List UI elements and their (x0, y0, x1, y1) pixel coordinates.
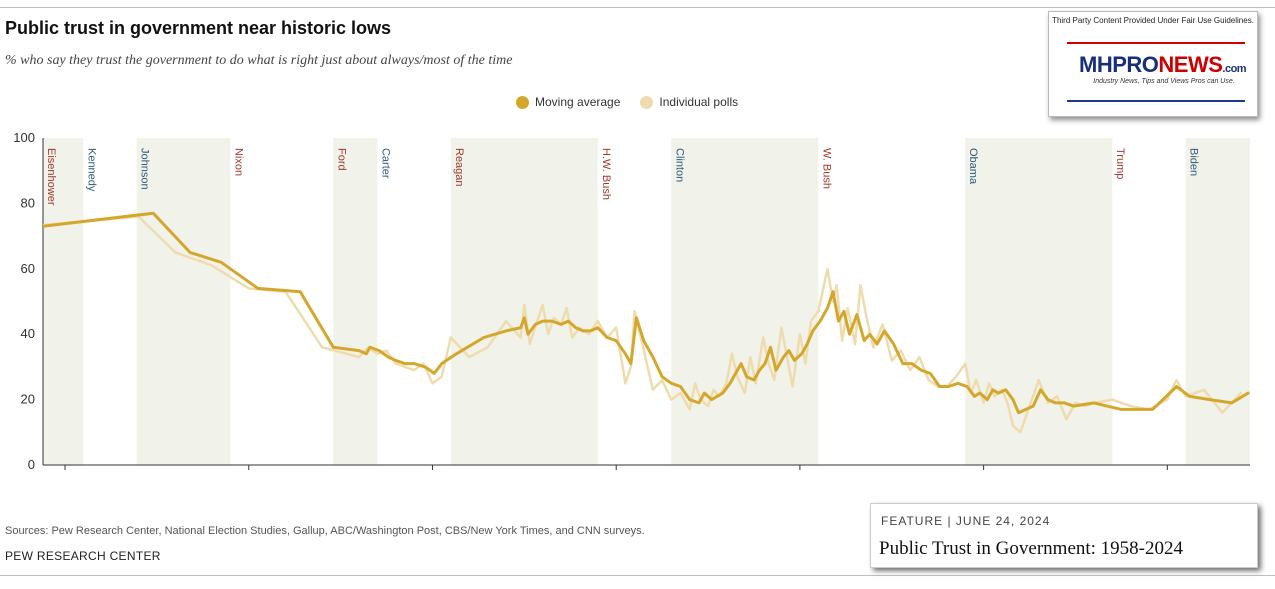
legend-label-individual-polls: Individual polls (659, 95, 739, 109)
feature-kicker: FEATURE | JUNE 24, 2024 (881, 514, 1051, 528)
term-shade-johnson (136, 138, 231, 465)
president-label-eisenhower: Eisenhower (45, 148, 57, 206)
logo-blue-bar (1067, 100, 1245, 102)
chart-title: Public trust in government near historic… (5, 18, 392, 38)
y-tick-label: 0 (28, 457, 35, 470)
line-chart: Eisenhower Kennedy Johnson Nixon Ford Carter R… (13, 130, 1250, 470)
president-label-biden: Biden (1188, 148, 1200, 176)
feature-title: Public Trust in Government: 1958-2024 (879, 538, 1184, 559)
president-label-reagan: Reagan (453, 148, 465, 187)
y-tick-label: 60 (21, 261, 35, 276)
term-shade-eisenhower (43, 138, 84, 465)
source-note: Sources: Pew Research Center, National E… (5, 525, 645, 537)
legend-label-moving-average: Moving average (535, 95, 621, 109)
term-shade-reagan (450, 138, 598, 465)
chart-subtitle: % who say they trust the government to d… (5, 53, 513, 68)
president-label-kennedy: Kennedy (85, 148, 97, 192)
president-label-carter: Carter (379, 148, 391, 179)
term-shade-clinton (671, 138, 819, 465)
legend-item-individual-polls: Individual polls (640, 95, 738, 109)
org-credit: PEW RESEARCH CENTER (5, 549, 161, 563)
term-shade-biden (1185, 138, 1250, 465)
president-label-johnson: Johnson (139, 148, 151, 190)
series-line-moving-average (43, 211, 1250, 415)
logo-tagline: Industry News, Tips and Views Pros can U… (1093, 78, 1235, 85)
president-label-h-w-bush: H.W. Bush (600, 148, 612, 200)
y-tick-label: 100 (13, 130, 35, 145)
series-line-individual-polls (43, 215, 1243, 434)
president-label-trump: Trump (1114, 148, 1126, 179)
y-tick-label: 80 (21, 195, 35, 210)
bottom-rule (0, 575, 1275, 576)
logo-red-bar (1067, 42, 1245, 44)
president-label-w-bush: W. Bush (820, 148, 832, 189)
president-label-ford: Ford (335, 148, 347, 171)
mhpronews-logo: Third Party Content Provided Under Fair … (1048, 11, 1258, 117)
logo-wordmark: MHPRONEWS.com (1079, 52, 1247, 77)
term-shade-obama (965, 138, 1113, 465)
president-label-obama: Obama (967, 148, 979, 185)
y-tick-label: 40 (21, 326, 35, 341)
legend: Moving average Individual polls (516, 95, 758, 109)
legend-swatch-individual-polls (640, 95, 654, 109)
president-label-nixon: Nixon (232, 148, 244, 176)
legend-swatch-moving-average (516, 95, 529, 109)
feature-card: FEATURE | JUNE 24, 2024 Public Trust in … (870, 503, 1258, 568)
y-tick-label: 20 (21, 392, 35, 407)
top-rule (0, 7, 1275, 8)
fair-use-note: Third Party Content Provided Under Fair … (1052, 16, 1254, 25)
term-shade-ford (333, 138, 378, 465)
president-label-clinton: Clinton (673, 148, 685, 182)
legend-item-moving-average: Moving average (516, 95, 620, 109)
